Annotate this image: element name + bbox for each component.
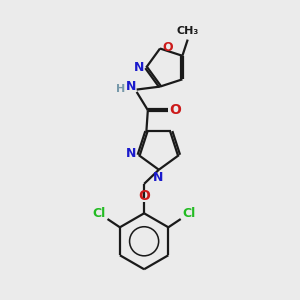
Text: O: O [138, 189, 150, 202]
Text: N: N [126, 80, 136, 93]
Text: N: N [153, 171, 164, 184]
Text: CH₃: CH₃ [177, 26, 199, 36]
Text: N: N [126, 147, 136, 160]
Text: O: O [169, 103, 181, 117]
Text: Cl: Cl [182, 207, 196, 220]
Text: N: N [134, 61, 144, 74]
Text: O: O [162, 40, 173, 53]
Text: Cl: Cl [93, 207, 106, 220]
Text: H: H [116, 84, 125, 94]
